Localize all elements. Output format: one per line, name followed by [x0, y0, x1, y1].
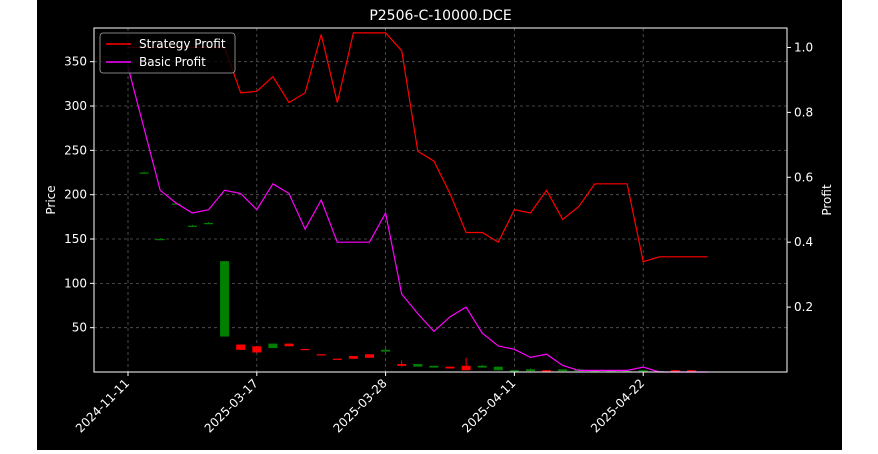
y-left-tick-label: 350 — [64, 55, 87, 69]
candle-body — [381, 349, 391, 352]
candles — [123, 59, 696, 373]
y-right-tick-label: 0.4 — [794, 235, 813, 249]
candle-body — [687, 370, 696, 372]
grid — [94, 28, 787, 372]
y-right-tick-label: 1.0 — [794, 40, 813, 54]
candle-body — [461, 365, 471, 371]
y-left-tick-label: 250 — [64, 143, 87, 157]
candle-body — [300, 348, 310, 351]
candle-body — [542, 370, 552, 372]
y-left-tick-label: 200 — [64, 188, 87, 202]
y-right-tick-label: 0.8 — [794, 105, 813, 119]
candle-body — [316, 354, 326, 356]
y-right-tick-label: 0.6 — [794, 170, 813, 184]
candle-body — [155, 239, 165, 241]
candle-body — [171, 203, 181, 205]
candle-body — [236, 344, 246, 350]
candle-body — [526, 369, 535, 372]
candle-body — [397, 364, 407, 366]
y-axis-right-label: Profit — [820, 184, 834, 216]
y-left-tick-label: 100 — [64, 276, 87, 290]
candle-body — [429, 365, 439, 368]
candle-body — [220, 261, 230, 337]
legend-label-strategy: Strategy Profit — [139, 37, 226, 51]
y-right-tick-label: 0.2 — [794, 300, 813, 314]
y-left-tick-label: 300 — [64, 99, 87, 113]
candle-body — [445, 366, 455, 369]
candle-body — [268, 343, 278, 349]
candle-body — [139, 172, 149, 174]
candle-body — [493, 366, 503, 371]
candle-body — [413, 364, 423, 367]
candle-body — [670, 370, 680, 372]
candle-body — [284, 343, 294, 347]
y-axis-left-label: Price — [44, 185, 58, 214]
candle-body — [252, 346, 262, 353]
candle-body — [477, 365, 487, 368]
candle-body — [348, 356, 358, 359]
candle-body — [204, 223, 213, 225]
legend-label-basic: Basic Profit — [139, 55, 206, 69]
basic-profit-line — [127, 66, 708, 373]
y-left-tick-label: 150 — [64, 232, 87, 246]
candle-body — [332, 358, 342, 360]
candle-body — [638, 370, 648, 372]
candle-body — [509, 370, 519, 372]
plot-frame — [93, 27, 788, 373]
y-left-tick-label: 50 — [72, 321, 87, 335]
candle-body — [558, 369, 568, 372]
figure-background — [37, 0, 842, 450]
candle-body — [187, 225, 197, 227]
legend-box — [99, 32, 236, 74]
legend: Strategy Profit Basic Profit — [99, 32, 236, 74]
candle-body — [365, 354, 374, 358]
chart-title: P2506-C-10000.DCE — [369, 8, 511, 24]
